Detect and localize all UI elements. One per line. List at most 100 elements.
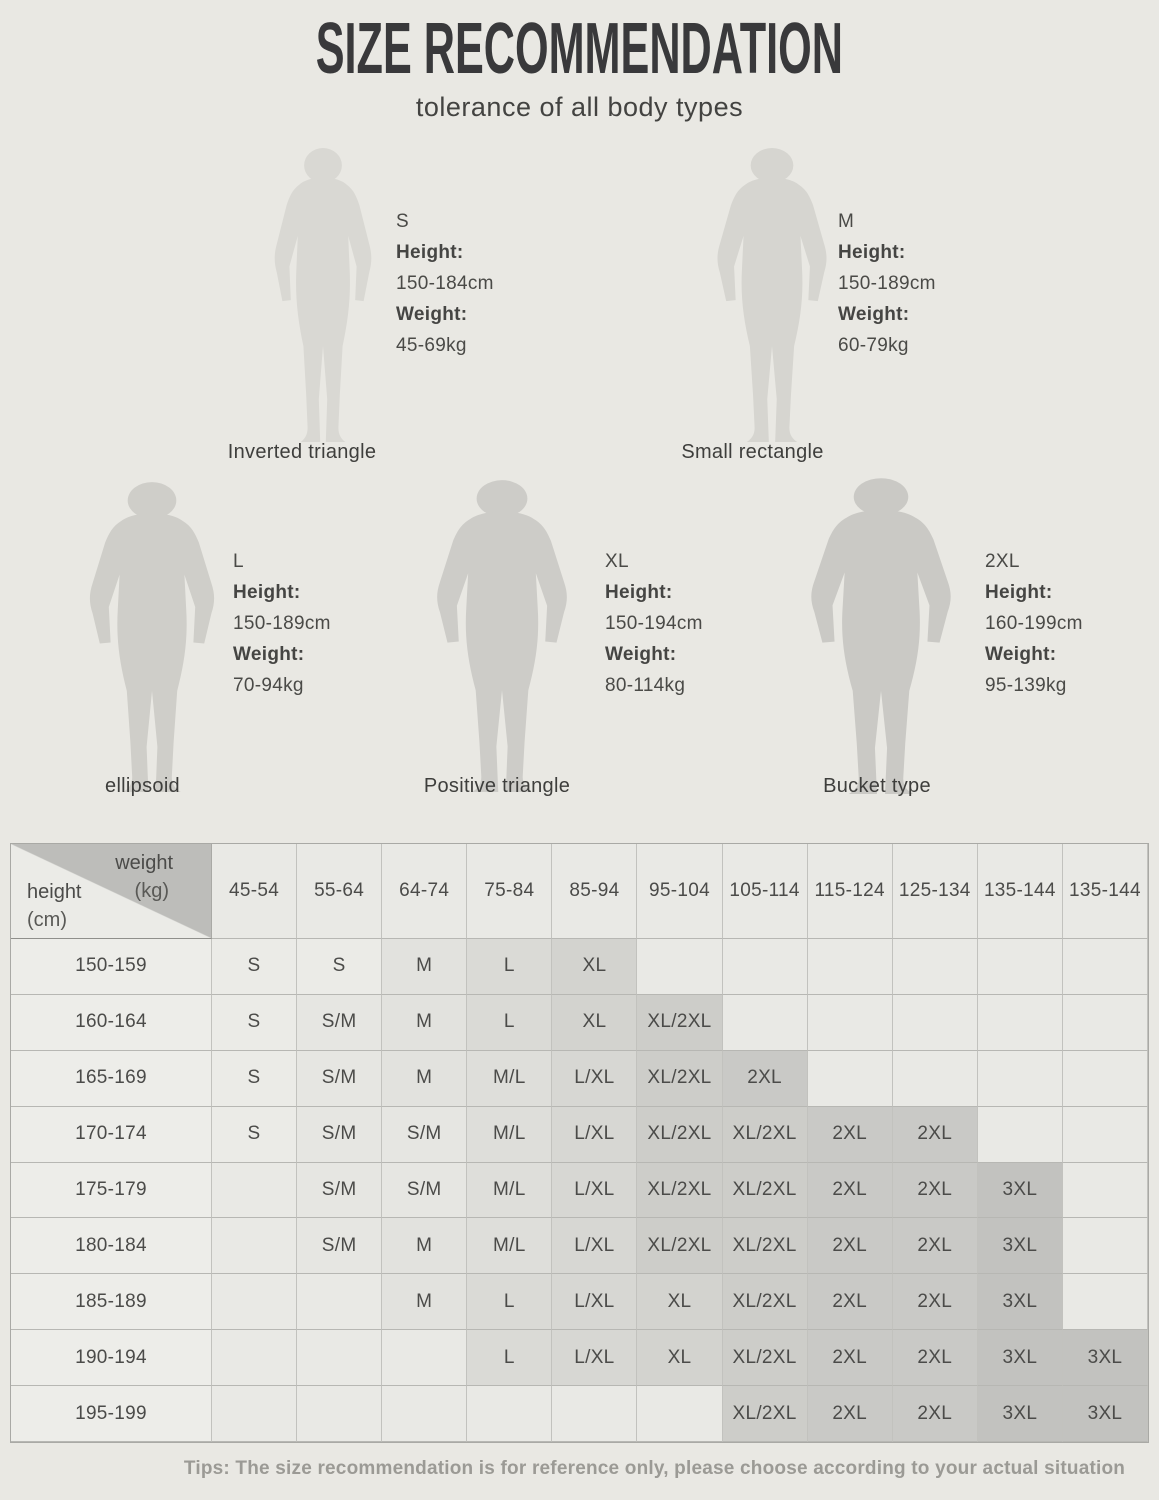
size-cell-empty [1062, 1218, 1148, 1275]
size-cell: L/XL [552, 1106, 638, 1163]
weight-label: Weight: [605, 644, 677, 665]
size-cell-empty [1062, 1106, 1148, 1163]
height-row-header: 180-184 [11, 1218, 212, 1275]
body-silhouette-bucket-type [811, 478, 951, 794]
size-cell: XL/2XL [637, 1162, 723, 1219]
size-cell-empty [1062, 1162, 1148, 1219]
size-cell: S [297, 939, 383, 995]
body-type-label: Inverted triangle [227, 441, 377, 463]
size-cell-empty [382, 1330, 468, 1387]
size-cell: XL [637, 1330, 723, 1387]
height-row-header: 160-164 [11, 994, 212, 1051]
size-code: XL [605, 551, 629, 572]
height-row-header: 185-189 [11, 1274, 212, 1331]
size-cell: S/M [297, 1106, 383, 1163]
weight-column-header: 125-134 [892, 844, 978, 939]
size-cell: M/L [467, 1162, 553, 1219]
size-cell-empty [1062, 1050, 1148, 1107]
height-value: 150-194cm [605, 613, 703, 634]
size-info-2xl: 2XL Height: 160-199cm Weight: 95-139kg [985, 546, 1083, 701]
body-type-label: Small rectangle [681, 441, 824, 463]
size-cell: XL/2XL [722, 1218, 808, 1275]
size-cell: 2XL [892, 1218, 978, 1275]
size-cell-empty [722, 939, 808, 995]
size-cell-empty [297, 1386, 383, 1442]
size-cell: S [212, 1106, 298, 1163]
size-cell-empty [637, 939, 723, 995]
size-table: weight (kg) height (cm) 45-54 55-64 64-74 7… [10, 843, 1149, 1443]
height-row-header: 165-169 [11, 1050, 212, 1107]
size-cell: L [467, 994, 553, 1051]
size-cell: L [467, 1274, 553, 1331]
weight-label: Weight: [396, 304, 468, 325]
size-cell-empty [552, 1386, 638, 1442]
size-cell: XL/2XL [722, 1162, 808, 1219]
height-label: Height: [838, 242, 906, 263]
body-silhouette-positive-triangle [437, 480, 567, 792]
size-cell: XL/2XL [722, 1386, 808, 1442]
size-cell-empty [212, 1218, 298, 1275]
height-label: Height: [605, 582, 673, 603]
size-code: M [838, 211, 855, 232]
size-cell: M [382, 1218, 468, 1275]
size-cell: XL/2XL [637, 1050, 723, 1107]
size-cell: 2XL [892, 1106, 978, 1163]
size-cell-empty [892, 1050, 978, 1107]
weight-label: Weight: [985, 644, 1057, 665]
page-title-text: SIZE RECOMMENDATION [315, 9, 844, 89]
weight-column-header: 85-94 [552, 844, 638, 939]
size-cell: M [382, 994, 468, 1051]
size-cell: 2XL [892, 1330, 978, 1387]
size-cell: 2XL [892, 1274, 978, 1331]
size-cell: S/M [382, 1106, 468, 1163]
size-code: L [233, 551, 244, 572]
size-cell: 3XL [1062, 1386, 1148, 1442]
height-value: 150-184cm [396, 273, 494, 294]
size-cell: 2XL [892, 1162, 978, 1219]
weight-label: Weight: [838, 304, 910, 325]
size-cell: L [467, 939, 553, 995]
size-code: 2XL [985, 551, 1020, 572]
size-cell: XL/2XL [637, 994, 723, 1051]
size-info-l: L Height: 150-189cm Weight: 70-94kg [233, 546, 331, 701]
size-cell: S/M [297, 1218, 383, 1275]
weight-label: Weight: [233, 644, 305, 665]
size-cell: XL [637, 1274, 723, 1331]
size-cell-empty [637, 1386, 723, 1442]
weight-column-header: 75-84 [467, 844, 553, 939]
weight-column-header: 135-144 [977, 844, 1063, 939]
height-value: 150-189cm [233, 613, 331, 634]
weight-column-header: 105-114 [722, 844, 808, 939]
weight-value: 95-139kg [985, 675, 1067, 696]
size-code: S [396, 211, 409, 232]
size-cell: S/M [297, 1050, 383, 1107]
size-info-m: M Height: 150-189cm Weight: 60-79kg [838, 206, 936, 361]
body-type-label: Bucket type [823, 775, 931, 797]
size-cell-empty [722, 994, 808, 1051]
size-cell-empty [807, 1050, 893, 1107]
size-cell-empty [892, 994, 978, 1051]
size-cell: S/M [382, 1162, 468, 1219]
size-cell: 3XL [977, 1386, 1063, 1442]
size-cell: L/XL [552, 1218, 638, 1275]
size-cell-empty [212, 1274, 298, 1331]
size-cell-empty [467, 1386, 553, 1442]
size-cell: 2XL [807, 1106, 893, 1163]
size-cell-empty [382, 1386, 468, 1442]
size-cell: 3XL [977, 1274, 1063, 1331]
height-value: 150-189cm [838, 273, 936, 294]
corner-weight-unit: (kg) [134, 880, 169, 902]
size-cell: 2XL [807, 1274, 893, 1331]
size-info-s: S Height: 150-184cm Weight: 45-69kg [396, 206, 494, 361]
size-cell-empty [297, 1274, 383, 1331]
size-cell: S [212, 994, 298, 1051]
size-cell: M/L [467, 1218, 553, 1275]
weight-value: 60-79kg [838, 335, 909, 356]
size-cell: L/XL [552, 1162, 638, 1219]
height-label: Height: [985, 582, 1053, 603]
height-row-header: 150-159 [11, 939, 212, 995]
body-silhouette-ellipsoid [89, 482, 215, 792]
size-cell: XL/2XL [637, 1106, 723, 1163]
size-cell: 2XL [807, 1386, 893, 1442]
